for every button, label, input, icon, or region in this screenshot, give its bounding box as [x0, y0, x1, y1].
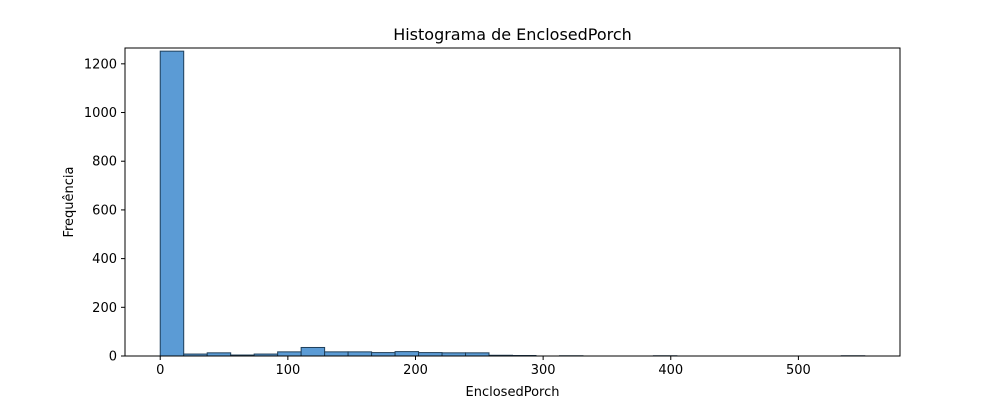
y-tick-label: 0 [109, 350, 117, 365]
x-tick-label: 500 [786, 363, 811, 378]
histogram-bar [159, 50, 185, 357]
histogram-bar [300, 346, 326, 357]
histogram-bar [418, 352, 443, 357]
plot-area-frame [124, 47, 901, 357]
histogram-bars [159, 50, 866, 357]
histogram-bar [371, 352, 396, 357]
y-tick-label: 200 [92, 301, 117, 316]
histogram-bar [324, 351, 349, 357]
x-tick-label: 100 [275, 363, 300, 378]
y-axis-label: Frequência [62, 166, 77, 237]
y-tick-label: 800 [92, 155, 117, 170]
x-tick-label: 200 [403, 363, 428, 378]
histogram-bar [277, 351, 302, 357]
x-axis-ticks: 0 100 200 300 400 500 [156, 356, 811, 378]
y-tick-label: 600 [92, 203, 117, 218]
x-axis-label: EnclosedPorch [466, 385, 560, 400]
x-tick-label: 400 [658, 363, 683, 378]
x-tick-label: 300 [531, 363, 556, 378]
histogram-bar [347, 351, 373, 357]
y-tick-label: 1200 [84, 57, 117, 72]
y-axis-ticks: 0 200 400 600 800 1000 1200 [84, 57, 125, 365]
chart-title: Histograma de EnclosedPorch [393, 25, 632, 44]
y-tick-label: 400 [92, 252, 117, 267]
histogram-bar [394, 351, 420, 357]
x-tick-label: 0 [156, 363, 164, 378]
y-tick-label: 1000 [84, 106, 117, 121]
